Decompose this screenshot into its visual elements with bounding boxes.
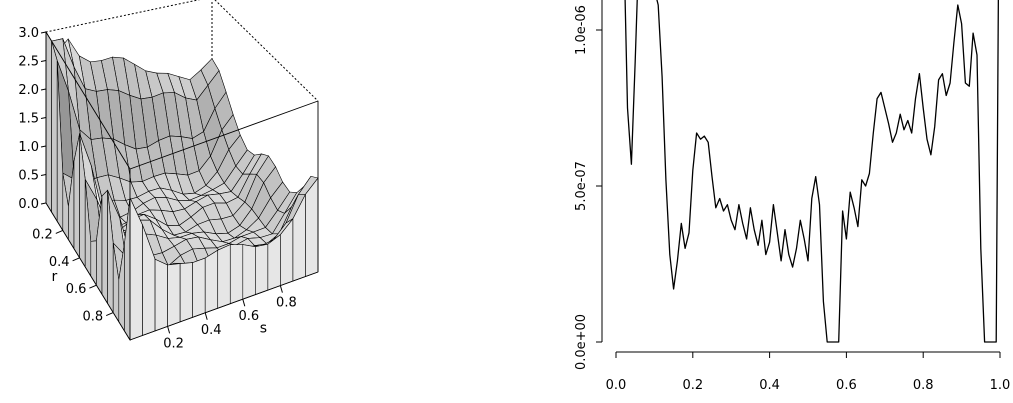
x-tick-label: 1.0: [990, 378, 1011, 393]
surface-skirt: [46, 32, 52, 212]
x-tick-label: 0.2: [682, 378, 703, 393]
surface-skirt: [180, 263, 193, 322]
z-tick: [41, 118, 46, 119]
r-tick: [56, 230, 63, 233]
y-tick-label: 0.0e+00: [574, 314, 589, 370]
x-tick-label: 0.4: [759, 378, 780, 393]
y-tick-label-group: 0.0e+00: [574, 314, 589, 370]
surface-skirt: [268, 235, 281, 290]
series-line: [616, 0, 1000, 342]
s-tick-label: 0.2: [163, 336, 184, 351]
z-tick: [41, 61, 46, 62]
z-tick-label: 2.0: [18, 83, 39, 98]
s-tick: [168, 326, 170, 333]
z-tick-label: 0.5: [18, 169, 39, 184]
r-axis-title: r: [52, 269, 58, 285]
s-tick-label: 0.4: [201, 323, 222, 338]
surface-skirt: [91, 241, 97, 285]
s-tick: [243, 299, 245, 306]
surface-skirt: [193, 258, 206, 317]
r-tick-label: 0.2: [32, 227, 53, 242]
z-tick: [41, 89, 46, 90]
z-tick: [41, 146, 46, 147]
s-tick: [205, 313, 207, 320]
surface-plot: 0.0 0.5 1.0 1.5 2.0 2.5 3.0 0.2 0.4 0.6 0.8 r 0.2 0.4…: [0, 0, 400, 399]
s-tick-label: 0.8: [276, 296, 297, 311]
x-tick-label: 0.0: [606, 378, 627, 393]
box-back-edge: [212, 0, 318, 101]
line-plot: 0.00.20.40.60.81.00.0e+005.0e-071.0e-061…: [530, 0, 1013, 399]
s-tick: [280, 286, 282, 293]
surface-skirt: [52, 41, 58, 221]
z-tick-label: 0.0: [18, 197, 39, 212]
z-tick: [41, 32, 46, 33]
surface-skirt: [102, 190, 108, 303]
surface-skirt: [168, 264, 181, 327]
surface-plot-panel: 0.0 0.5 1.0 1.5 2.0 2.5 3.0 0.2 0.4 0.6 0.8 r 0.2 0.4…: [0, 0, 400, 399]
z-tick: [41, 175, 46, 176]
surface-skirt: [205, 250, 218, 313]
z-tick: [41, 203, 46, 204]
s-tick-label: 0.6: [238, 309, 259, 324]
r-tick-label: 0.6: [66, 282, 87, 297]
line-plot-panel: 0.00.20.40.60.81.00.0e+005.0e-071.0e-061…: [530, 0, 1013, 399]
box-back-edge: [46, 0, 212, 32]
surface-skirt: [243, 245, 256, 300]
x-tick-label: 0.8: [913, 378, 934, 393]
surface-skirt: [305, 178, 318, 277]
surface-skirt: [230, 245, 243, 304]
z-tick-label: 1.0: [18, 140, 39, 155]
r-tick: [89, 285, 96, 288]
y-tick-label: 5.0e-07: [574, 161, 589, 211]
y-tick-label-group: 1.0e-06: [574, 5, 589, 55]
r-tick-label: 0.8: [83, 310, 104, 325]
r-tick: [106, 313, 113, 316]
z-tick-label: 2.5: [18, 55, 39, 70]
y-tick-label: 1.0e-06: [574, 5, 589, 55]
y-tick-label-group: 5.0e-07: [574, 161, 589, 211]
surface-skirt: [255, 244, 268, 294]
surface-skirt: [218, 245, 231, 309]
surface-skirt: [155, 259, 168, 331]
r-tick: [73, 258, 80, 261]
r-tick-label: 0.4: [49, 255, 70, 270]
z-tick-label: 1.5: [18, 112, 39, 127]
x-tick-label: 0.6: [836, 378, 857, 393]
s-axis-title: s: [260, 321, 267, 337]
z-tick-label: 3.0: [18, 26, 39, 41]
